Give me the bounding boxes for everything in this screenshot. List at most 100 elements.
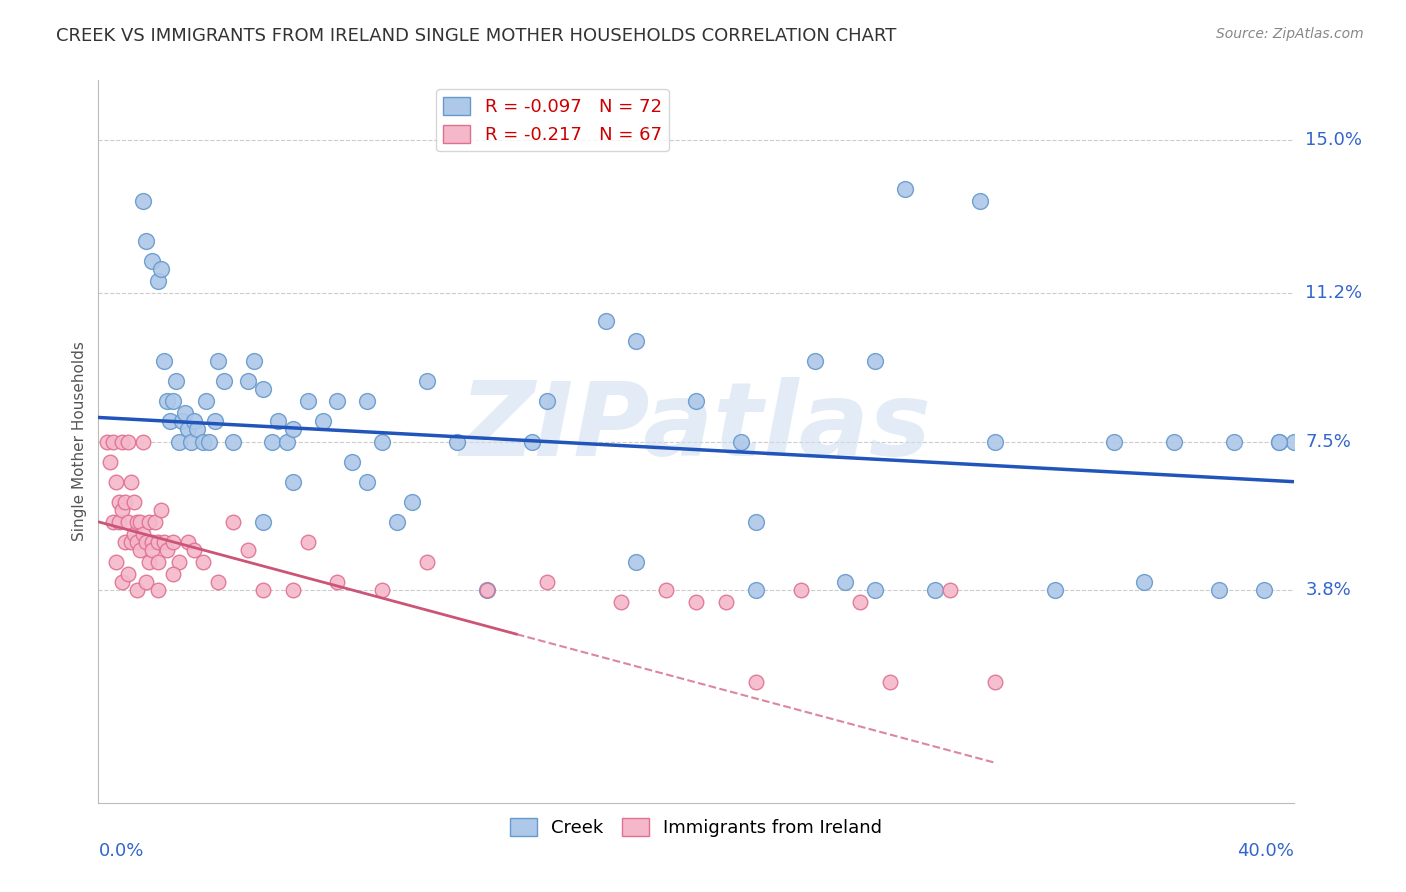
Point — [894, 182, 917, 196]
Point — [281, 423, 304, 437]
Point — [174, 407, 197, 421]
Point — [252, 515, 274, 529]
Point — [186, 423, 208, 437]
Point — [222, 434, 245, 449]
Point — [371, 434, 394, 449]
Point — [297, 394, 319, 409]
Point — [1133, 575, 1156, 590]
Point — [326, 394, 349, 409]
Point — [475, 583, 498, 598]
Point — [326, 575, 349, 590]
Point — [120, 535, 142, 549]
Point — [167, 555, 190, 569]
Text: 40.0%: 40.0% — [1237, 842, 1294, 860]
Point — [626, 555, 648, 569]
Point — [865, 583, 887, 598]
Point — [177, 535, 200, 549]
Point — [150, 503, 173, 517]
Point — [127, 515, 149, 529]
Point — [117, 567, 139, 582]
Point — [167, 434, 190, 449]
Point — [243, 354, 266, 368]
Point — [311, 414, 333, 429]
Point — [156, 394, 179, 409]
Point — [1223, 434, 1246, 449]
Point — [103, 515, 125, 529]
Text: 0.0%: 0.0% — [98, 842, 143, 860]
Point — [610, 595, 633, 609]
Point — [138, 555, 160, 569]
Point — [267, 414, 290, 429]
Point — [141, 254, 163, 268]
Point — [191, 434, 214, 449]
Text: CREEK VS IMMIGRANTS FROM IRELAND SINGLE MOTHER HOUSEHOLDS CORRELATION CHART: CREEK VS IMMIGRANTS FROM IRELAND SINGLE … — [56, 27, 897, 45]
Text: 3.8%: 3.8% — [1306, 581, 1351, 599]
Point — [1267, 434, 1289, 449]
Point — [129, 515, 152, 529]
Point — [105, 555, 128, 569]
Point — [148, 583, 170, 598]
Point — [153, 354, 176, 368]
Point — [252, 583, 274, 598]
Point — [162, 535, 184, 549]
Point — [191, 555, 214, 569]
Point — [984, 675, 1007, 690]
Point — [183, 542, 205, 557]
Point — [969, 194, 991, 208]
Point — [156, 542, 179, 557]
Point — [297, 535, 319, 549]
Point — [129, 542, 152, 557]
Point — [98, 455, 122, 469]
Point — [879, 675, 901, 690]
Point — [865, 354, 887, 368]
Point — [159, 414, 181, 429]
Point — [1163, 434, 1185, 449]
Point — [595, 314, 617, 328]
Point — [416, 375, 439, 389]
Point — [138, 515, 160, 529]
Point — [236, 542, 259, 557]
Point — [111, 434, 134, 449]
Point — [1208, 583, 1230, 598]
Point — [117, 434, 139, 449]
Point — [260, 434, 283, 449]
Legend: Creek, Immigrants from Ireland: Creek, Immigrants from Ireland — [502, 811, 890, 845]
Point — [281, 583, 304, 598]
Point — [148, 535, 170, 549]
Point — [222, 515, 245, 529]
Point — [162, 567, 184, 582]
Point — [924, 583, 946, 598]
Point — [626, 334, 648, 349]
Y-axis label: Single Mother Households: Single Mother Households — [72, 342, 87, 541]
Point — [1282, 434, 1305, 449]
Point — [127, 535, 149, 549]
Point — [1267, 434, 1289, 449]
Point — [356, 475, 378, 489]
Text: ZIPatlas: ZIPatlas — [460, 376, 932, 477]
Point — [135, 234, 157, 248]
Point — [475, 583, 498, 598]
Point — [195, 394, 218, 409]
Text: Source: ZipAtlas.com: Source: ZipAtlas.com — [1216, 27, 1364, 41]
Point — [252, 382, 274, 396]
Point — [416, 555, 439, 569]
Point — [536, 575, 558, 590]
Point — [834, 575, 856, 590]
Point — [212, 375, 235, 389]
Point — [132, 434, 155, 449]
Point — [342, 455, 364, 469]
Point — [198, 434, 221, 449]
Point — [281, 475, 304, 489]
Point — [789, 583, 811, 598]
Point — [385, 515, 409, 529]
Point — [162, 394, 184, 409]
Point — [1043, 583, 1066, 598]
Point — [153, 535, 176, 549]
Point — [135, 575, 157, 590]
Point — [114, 535, 136, 549]
Point — [132, 194, 155, 208]
Point — [401, 494, 423, 508]
Text: 11.2%: 11.2% — [1306, 284, 1362, 302]
Point — [207, 354, 229, 368]
Point — [141, 542, 163, 557]
